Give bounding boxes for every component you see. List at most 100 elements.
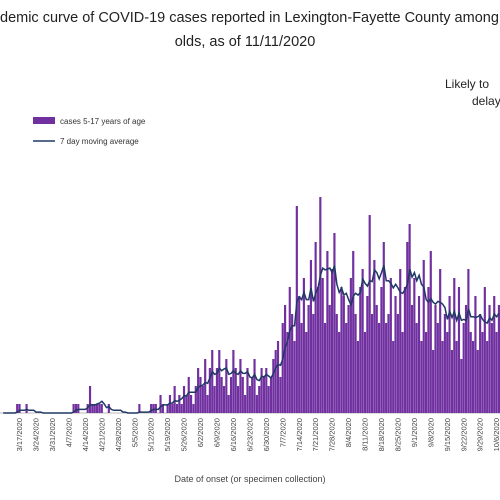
- bar: [316, 287, 320, 413]
- bar: [199, 377, 202, 413]
- x-tick-label: 4/28/2020: [114, 418, 123, 451]
- bar: [472, 341, 475, 413]
- bar: [239, 359, 242, 413]
- x-tick-label: 8/25/2020: [393, 418, 402, 451]
- bar: [312, 314, 315, 413]
- bar: [359, 287, 362, 413]
- bar: [218, 350, 221, 413]
- bar: [229, 377, 233, 413]
- bar: [385, 323, 388, 413]
- bar: [368, 215, 371, 413]
- bar: [326, 251, 329, 413]
- annotation: Likely to: [445, 77, 489, 91]
- x-tick-label: 3/24/2020: [32, 418, 41, 451]
- bar: [422, 260, 425, 413]
- x-tick-label: 8/18/2020: [377, 418, 386, 451]
- bar: [288, 287, 291, 413]
- bar: [408, 224, 411, 413]
- legend-swatch: [33, 117, 55, 124]
- bar: [443, 314, 446, 413]
- bar: [255, 395, 258, 413]
- x-tick-label: 4/21/2020: [97, 418, 106, 451]
- bar: [272, 359, 275, 413]
- bar: [298, 296, 301, 413]
- bar: [107, 404, 110, 413]
- bar: [382, 242, 385, 413]
- x-tick-label: 3/17/2020: [15, 418, 24, 451]
- bar: [464, 305, 468, 413]
- bar: [74, 404, 78, 413]
- bar: [356, 341, 360, 413]
- bar: [349, 278, 352, 413]
- bar: [389, 278, 392, 413]
- bar: [269, 377, 273, 413]
- bar: [267, 386, 270, 413]
- bar: [410, 305, 414, 413]
- bar: [171, 404, 174, 413]
- bar: [352, 251, 355, 413]
- bar: [321, 278, 324, 413]
- bar: [220, 377, 223, 413]
- bar: [173, 386, 176, 413]
- bar: [190, 395, 193, 413]
- bar: [333, 233, 336, 413]
- bar: [361, 269, 364, 413]
- bar: [213, 386, 216, 413]
- bar: [427, 287, 430, 413]
- bar: [448, 296, 451, 413]
- bar: [274, 350, 277, 413]
- bar: [100, 404, 103, 413]
- bar: [180, 404, 183, 413]
- bar: [476, 350, 479, 413]
- bar: [488, 305, 491, 413]
- x-tick-label: 6/9/2020: [213, 418, 222, 447]
- x-tick-label: 9/22/2020: [459, 418, 468, 451]
- bar: [342, 296, 345, 413]
- bar: [481, 332, 484, 413]
- bar: [96, 404, 99, 413]
- bar: [192, 404, 195, 413]
- bar: [279, 377, 282, 413]
- bar: [396, 314, 399, 413]
- bar: [215, 368, 219, 413]
- bar: [166, 404, 169, 413]
- bar: [91, 404, 94, 413]
- bar: [457, 287, 461, 413]
- bar: [204, 359, 207, 413]
- x-tick-label: 6/23/2020: [245, 418, 254, 451]
- bar: [241, 377, 244, 413]
- bar: [302, 278, 305, 413]
- bar: [201, 386, 204, 413]
- bar: [345, 323, 348, 413]
- bar: [370, 314, 374, 413]
- bar: [450, 350, 454, 413]
- bar: [246, 368, 249, 413]
- bar: [319, 197, 322, 413]
- bar: [340, 287, 343, 413]
- bar: [150, 404, 153, 413]
- bar: [387, 314, 390, 413]
- x-tick-label: 6/16/2020: [229, 418, 238, 451]
- bar: [138, 404, 141, 413]
- bar: [354, 314, 357, 413]
- bar: [260, 368, 263, 413]
- bar: [182, 386, 186, 413]
- bar: [253, 359, 256, 413]
- bar: [248, 386, 251, 413]
- bar: [232, 350, 235, 413]
- moving-average-line: [3, 265, 500, 414]
- bar: [16, 404, 19, 413]
- bar: [262, 377, 266, 413]
- bar: [293, 341, 296, 413]
- x-tick-label: 4/14/2020: [81, 418, 90, 451]
- bar: [417, 296, 421, 413]
- bar: [281, 323, 284, 413]
- bar: [413, 278, 416, 413]
- bar: [441, 341, 444, 413]
- bar: [234, 368, 237, 413]
- x-tick-label: 9/15/2020: [443, 418, 452, 451]
- bar: [251, 377, 254, 413]
- bar: [373, 260, 376, 413]
- x-tick-label: 5/5/2020: [130, 418, 139, 447]
- bar: [291, 314, 294, 413]
